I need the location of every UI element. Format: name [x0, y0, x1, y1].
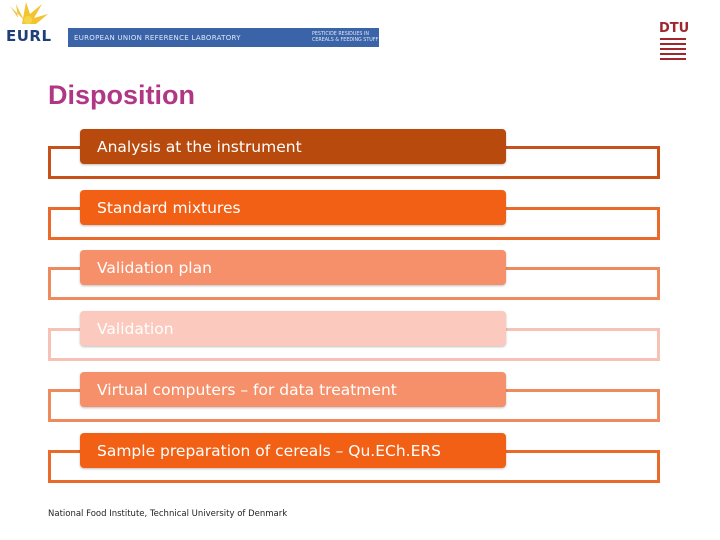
- item-label: Sample preparation of cereals – Qu.ECh.E…: [97, 441, 441, 460]
- banner-right-text: PESTICIDE RESIDUES IN CEREALS & FEEDING …: [312, 31, 379, 43]
- item-label: Virtual computers – for data treatment: [97, 380, 397, 399]
- item-bar: Validation: [80, 311, 506, 346]
- list-item: Validation: [0, 311, 720, 373]
- item-bar: Virtual computers – for data treatment: [80, 372, 506, 407]
- item-bar: Standard mixtures: [80, 190, 506, 225]
- item-label: Standard mixtures: [97, 198, 241, 217]
- list-item: Sample preparation of cereals – Qu.ECh.E…: [0, 433, 720, 495]
- item-label: Validation plan: [97, 258, 212, 277]
- header: EURL EUROPEAN UNION REFERENCE LABORATORY…: [0, 0, 720, 70]
- list-item: Validation plan: [0, 250, 720, 312]
- dtu-label: DTU: [659, 21, 688, 36]
- eurl-banner: EUROPEAN UNION REFERENCE LABORATORY PEST…: [68, 28, 379, 47]
- item-bar: Validation plan: [80, 250, 506, 285]
- list-item: Standard mixtures: [0, 190, 720, 252]
- slide-title: Disposition: [48, 80, 195, 110]
- eurl-label: EURL: [6, 27, 52, 45]
- footer-text: National Food Institute, Technical Unive…: [48, 509, 288, 519]
- list-item: Virtual computers – for data treatment: [0, 372, 720, 434]
- eurl-star-logo: [10, 2, 48, 24]
- item-label: Analysis at the instrument: [97, 137, 302, 156]
- item-label: Validation: [97, 319, 174, 338]
- list-item: Analysis at the instrument: [0, 129, 720, 191]
- dtu-logo: DTU: [659, 21, 688, 60]
- item-bar: Sample preparation of cereals – Qu.ECh.E…: [80, 433, 506, 468]
- banner-left-text: EUROPEAN UNION REFERENCE LABORATORY: [74, 33, 241, 42]
- item-bar: Analysis at the instrument: [80, 129, 506, 164]
